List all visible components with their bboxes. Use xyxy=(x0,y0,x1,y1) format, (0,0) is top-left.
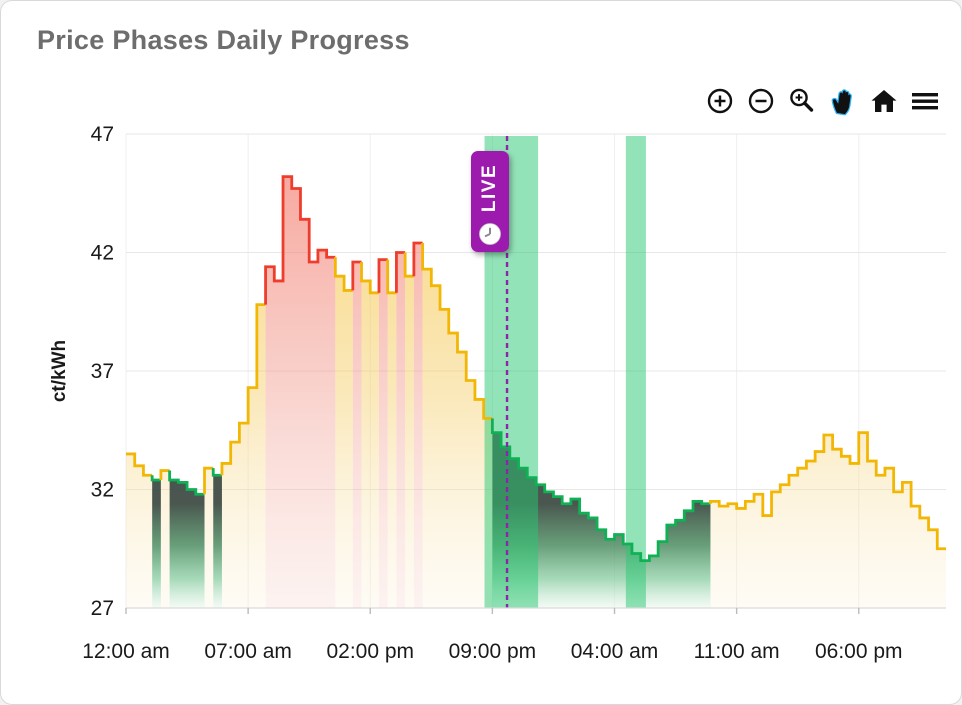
y-axis-title: ct/kWh xyxy=(49,340,70,402)
phase-fill-n xyxy=(387,292,397,608)
y-tick-label: 27 xyxy=(91,597,114,620)
price-step-line-c xyxy=(168,470,205,496)
x-tick-label: 04:00 am xyxy=(571,640,659,663)
phase-fill-n xyxy=(204,468,214,608)
price-step-line-c xyxy=(490,418,711,562)
clock-icon xyxy=(479,223,501,245)
price-step-line-n xyxy=(203,466,214,495)
page-title: Price Phases Daily Progress xyxy=(37,25,410,55)
y-tick-label: 47 xyxy=(91,123,114,146)
price-step-line-n xyxy=(333,257,353,292)
price-step-line-n xyxy=(421,243,493,420)
phase-fill-c xyxy=(152,480,161,608)
phase-fill-p xyxy=(396,252,406,608)
y-tick-label: 32 xyxy=(91,479,114,502)
price-step-line-p xyxy=(412,241,423,277)
phase-fill-p xyxy=(413,243,423,608)
home-icon xyxy=(871,90,897,112)
zoom-in-button[interactable] xyxy=(704,85,736,117)
x-tick-label: 11:00 am xyxy=(694,640,780,663)
price-step-line-n xyxy=(159,469,170,481)
phase-fill-n xyxy=(361,280,379,608)
phase-fill-n xyxy=(221,304,266,608)
x-tick-label: 12:00 am xyxy=(82,640,170,663)
pan-hand-icon xyxy=(831,88,852,115)
phase-fill-p xyxy=(265,176,336,608)
box-zoom-button[interactable] xyxy=(786,85,818,117)
phase-fill-p xyxy=(378,259,388,608)
phase-fill-c xyxy=(169,480,205,608)
price-step-line-p xyxy=(264,175,336,305)
phase-fill-n xyxy=(160,470,170,608)
price-step-line-n xyxy=(709,431,946,551)
price-step-line-p xyxy=(351,260,362,291)
phase-fill-p xyxy=(352,261,362,608)
y-tick-label: 42 xyxy=(91,242,114,265)
x-tick-label: 06:00 pm xyxy=(815,640,903,663)
price-step-line-n xyxy=(126,452,153,477)
phase-fill-n xyxy=(126,453,153,608)
chart-toolbar xyxy=(704,85,941,117)
zoom-in-icon xyxy=(707,88,733,114)
x-tick-label: 07:00 am xyxy=(204,640,292,663)
phase-fill-n xyxy=(405,276,414,608)
phase-fill-n xyxy=(710,432,946,608)
price-step-line-c xyxy=(211,468,222,477)
zoom-out-icon xyxy=(748,88,774,114)
phase-fill-n xyxy=(422,269,493,608)
y-tick-label: 37 xyxy=(91,360,114,383)
x-tick-label: 02:00 pm xyxy=(326,640,414,663)
hamburger-menu-icon xyxy=(912,93,938,110)
price-step-line-n xyxy=(220,303,266,476)
price-step-line-c xyxy=(150,475,161,482)
box-zoom-icon xyxy=(790,88,814,112)
x-tick-label: 09:00 pm xyxy=(449,640,537,663)
live-badge-label: LIVE xyxy=(479,163,501,213)
phase-fill-c xyxy=(492,432,711,608)
live-badge: LIVE xyxy=(471,151,510,252)
phase-fill-c xyxy=(213,475,222,608)
price-step-line-n xyxy=(403,252,414,278)
phase-fill-n xyxy=(335,276,353,608)
menu-button[interactable] xyxy=(909,85,941,117)
price-step-line-p xyxy=(377,258,388,293)
zoom-out-button[interactable] xyxy=(745,85,777,117)
price-step-line-n xyxy=(360,261,379,295)
reset-home-button[interactable] xyxy=(868,85,900,117)
pan-button[interactable] xyxy=(827,85,859,117)
price-step-line-p xyxy=(395,251,406,293)
price-step-line-n xyxy=(386,259,397,295)
highlight-band xyxy=(625,136,646,608)
